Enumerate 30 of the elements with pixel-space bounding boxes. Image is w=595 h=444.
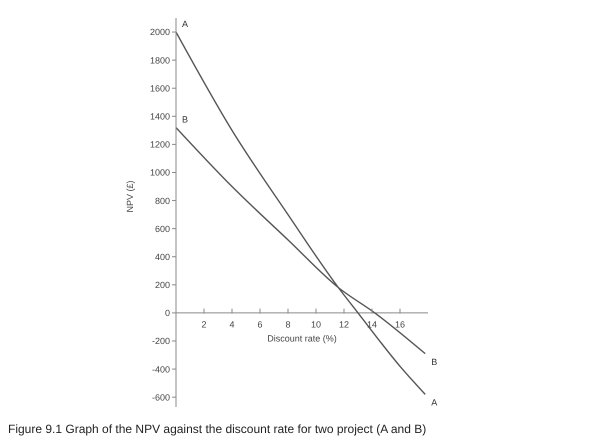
- y-tick-label: -400: [152, 364, 170, 374]
- x-tick-label: 6: [257, 320, 263, 330]
- y-tick-label: 1000: [150, 168, 170, 178]
- x-tick-label: 16: [394, 320, 406, 330]
- series-label: A: [182, 19, 188, 30]
- y-tick-label: -200: [152, 336, 170, 346]
- y-tick-label: 1800: [150, 55, 170, 66]
- y-tick-label: 800: [154, 196, 170, 206]
- x-tick-label: 4: [229, 320, 235, 330]
- y-axis-title: NPV (£): [125, 180, 136, 212]
- x-tick-label: 2: [201, 320, 207, 330]
- series-label: B: [182, 114, 188, 125]
- y-tick-label: 200: [154, 280, 170, 290]
- y-tick-label: 2000: [150, 27, 170, 38]
- x-tick-label: 8: [285, 320, 291, 330]
- y-tick-label: 400: [154, 252, 170, 262]
- text: B: [431, 356, 438, 367]
- text: A: [431, 398, 438, 408]
- x-tick-label: 14: [366, 320, 378, 330]
- y-tick-label: 0: [164, 308, 170, 318]
- y-tick-label: 1400: [150, 112, 170, 122]
- caption: Figure 9.1 Graph of the NPV against the discount rate for two project (A and B): [8, 422, 426, 436]
- y-tick-label: -600: [152, 392, 170, 402]
- x-tick-label: 12: [338, 320, 350, 330]
- x-tick-label: 10: [310, 320, 322, 330]
- y-tick-label: 1600: [150, 83, 170, 94]
- y-tick-label: 600: [154, 224, 170, 234]
- x-axis-title: Discount rate (%): [267, 334, 337, 344]
- y-tick-label: 1200: [150, 140, 170, 150]
- line-series: [176, 31, 426, 396]
